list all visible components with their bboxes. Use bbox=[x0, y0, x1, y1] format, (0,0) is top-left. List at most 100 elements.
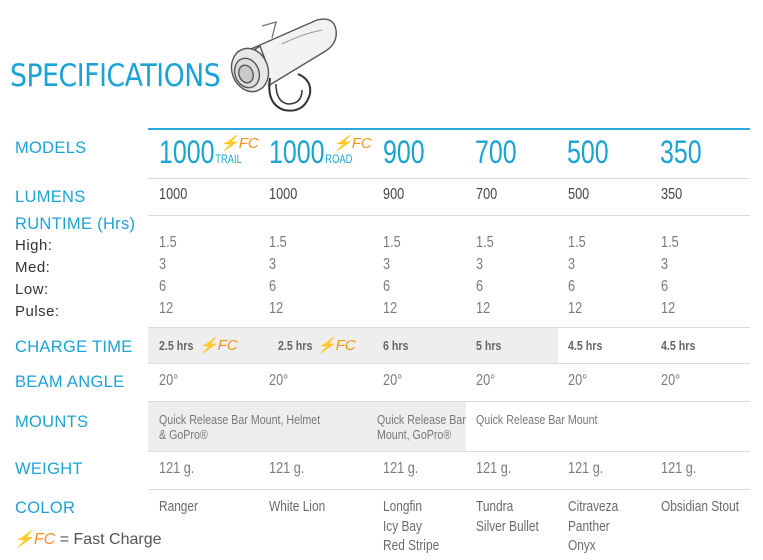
model-350: 350 bbox=[660, 134, 702, 170]
color-item: Longfin bbox=[383, 499, 423, 515]
fast-charge-icon: ⚡FC bbox=[14, 531, 56, 548]
beam-angle: 20° bbox=[476, 372, 496, 389]
color-list: Citraveza Panther Onyx bbox=[568, 498, 618, 557]
page-title: SPECIFICATIONS bbox=[10, 58, 221, 94]
legend-text: = Fast Charge bbox=[59, 531, 162, 548]
color-item: Onyx bbox=[568, 538, 596, 554]
row-divider bbox=[148, 215, 750, 216]
weight: 121 g. bbox=[159, 460, 195, 477]
label-runtime: RUNTIME (Hrs) bbox=[15, 215, 136, 233]
row-divider bbox=[148, 363, 750, 364]
runtime-low: 6 bbox=[383, 278, 391, 295]
model-500: 500 bbox=[567, 134, 609, 170]
fast-charge-icon: ⚡FC bbox=[333, 135, 372, 152]
color-item: Silver Bullet bbox=[476, 518, 539, 535]
fast-charge-icon: ⚡FC bbox=[317, 337, 356, 354]
runtime-med: 3 bbox=[269, 256, 277, 273]
fast-charge-icon: ⚡FC bbox=[220, 135, 259, 152]
color-item: Icy Bay bbox=[383, 518, 422, 535]
charge-time: 2.5 hrs bbox=[159, 338, 194, 353]
runtime-high: 1.5 bbox=[476, 234, 494, 251]
mounts-b-line2: Mount, GoPro® bbox=[377, 427, 452, 442]
lumens-value: 350 bbox=[661, 186, 683, 203]
label-med: Med: bbox=[15, 259, 51, 276]
charge-time-shade bbox=[148, 328, 558, 363]
label-weight: WEIGHT bbox=[15, 460, 83, 478]
mounts-a: Quick Release Bar Mount, Helmet & GoPro® bbox=[159, 412, 320, 442]
mounts-a-line1: Quick Release Bar Mount, Helmet bbox=[159, 412, 321, 427]
runtime-pulse: 12 bbox=[661, 300, 676, 317]
beam-angle: 20° bbox=[383, 372, 403, 389]
label-charge-time: CHARGE TIME bbox=[15, 338, 133, 356]
color-item: Obsidian Stout bbox=[661, 499, 740, 515]
color-item: White Lion bbox=[269, 499, 326, 515]
runtime-low: 6 bbox=[568, 278, 576, 295]
runtime-low: 6 bbox=[476, 278, 484, 295]
runtime-pulse: 12 bbox=[269, 300, 284, 317]
mounts-c: Quick Release Bar Mount bbox=[476, 412, 598, 427]
bike-light-image bbox=[230, 18, 337, 112]
runtime-high: 1.5 bbox=[269, 234, 287, 251]
charge-time: 5 hrs bbox=[476, 338, 502, 353]
runtime-med: 3 bbox=[383, 256, 391, 273]
weight: 121 g. bbox=[661, 460, 697, 477]
color-item: Citraveza bbox=[568, 499, 619, 515]
mounts-b-line1: Quick Release Bar bbox=[377, 412, 466, 427]
color-item: Red Stripe bbox=[383, 538, 440, 554]
runtime-med: 3 bbox=[568, 256, 576, 273]
runtime-pulse: 12 bbox=[568, 300, 583, 317]
weight: 121 g. bbox=[269, 460, 305, 477]
color-list: Longfin Icy Bay Red Stripe bbox=[383, 498, 439, 557]
color-list: White Lion bbox=[269, 498, 325, 518]
color-item: Ranger bbox=[159, 499, 199, 515]
label-color: COLOR bbox=[15, 499, 76, 517]
runtime-med: 3 bbox=[476, 256, 484, 273]
runtime-high: 1.5 bbox=[159, 234, 177, 251]
color-list: Obsidian Stout bbox=[661, 498, 739, 518]
table-top-rule bbox=[148, 128, 750, 130]
beam-angle: 20° bbox=[159, 372, 179, 389]
lumens-value: 900 bbox=[383, 186, 405, 203]
label-beam-angle: BEAM ANGLE bbox=[15, 373, 125, 391]
lumens-value: 1000 bbox=[269, 186, 298, 203]
row-divider bbox=[148, 327, 750, 328]
model-1000-road: 1000ROAD bbox=[269, 134, 353, 170]
lumens-value: 700 bbox=[476, 186, 498, 203]
weight: 121 g. bbox=[568, 460, 604, 477]
runtime-high: 1.5 bbox=[383, 234, 401, 251]
row-divider bbox=[148, 489, 750, 490]
beam-angle: 20° bbox=[661, 372, 681, 389]
runtime-pulse: 12 bbox=[476, 300, 491, 317]
charge-time: 2.5 hrs bbox=[278, 338, 313, 353]
color-list: Tundra Silver Bullet bbox=[476, 498, 539, 537]
runtime-pulse: 12 bbox=[159, 300, 174, 317]
lumens-value: 500 bbox=[568, 186, 590, 203]
model-900: 900 bbox=[383, 134, 425, 170]
model-1000-trail: 1000TRAIL bbox=[159, 134, 242, 170]
fast-charge-legend: ⚡FC = Fast Charge bbox=[14, 529, 162, 549]
beam-angle: 20° bbox=[269, 372, 289, 389]
runtime-high: 1.5 bbox=[568, 234, 586, 251]
row-divider bbox=[148, 178, 750, 179]
charge-time: 4.5 hrs bbox=[568, 338, 603, 353]
label-pulse: Pulse: bbox=[15, 303, 60, 320]
label-lumens: LUMENS bbox=[15, 188, 86, 206]
label-high: High: bbox=[15, 237, 53, 254]
mounts-a-line2: & GoPro® bbox=[159, 427, 208, 442]
runtime-high: 1.5 bbox=[661, 234, 679, 251]
charge-time: 6 hrs bbox=[383, 338, 409, 353]
runtime-low: 6 bbox=[269, 278, 277, 295]
weight: 121 g. bbox=[476, 460, 512, 477]
runtime-low: 6 bbox=[661, 278, 669, 295]
runtime-pulse: 12 bbox=[383, 300, 398, 317]
label-models: MODELS bbox=[15, 139, 87, 157]
row-divider bbox=[148, 451, 750, 452]
mounts-shade bbox=[148, 402, 466, 451]
color-item: Panther bbox=[568, 518, 610, 535]
row-divider bbox=[148, 401, 750, 402]
label-low: Low: bbox=[15, 281, 49, 298]
runtime-med: 3 bbox=[661, 256, 669, 273]
lumens-value: 1000 bbox=[159, 186, 188, 203]
runtime-low: 6 bbox=[159, 278, 167, 295]
beam-angle: 20° bbox=[568, 372, 588, 389]
